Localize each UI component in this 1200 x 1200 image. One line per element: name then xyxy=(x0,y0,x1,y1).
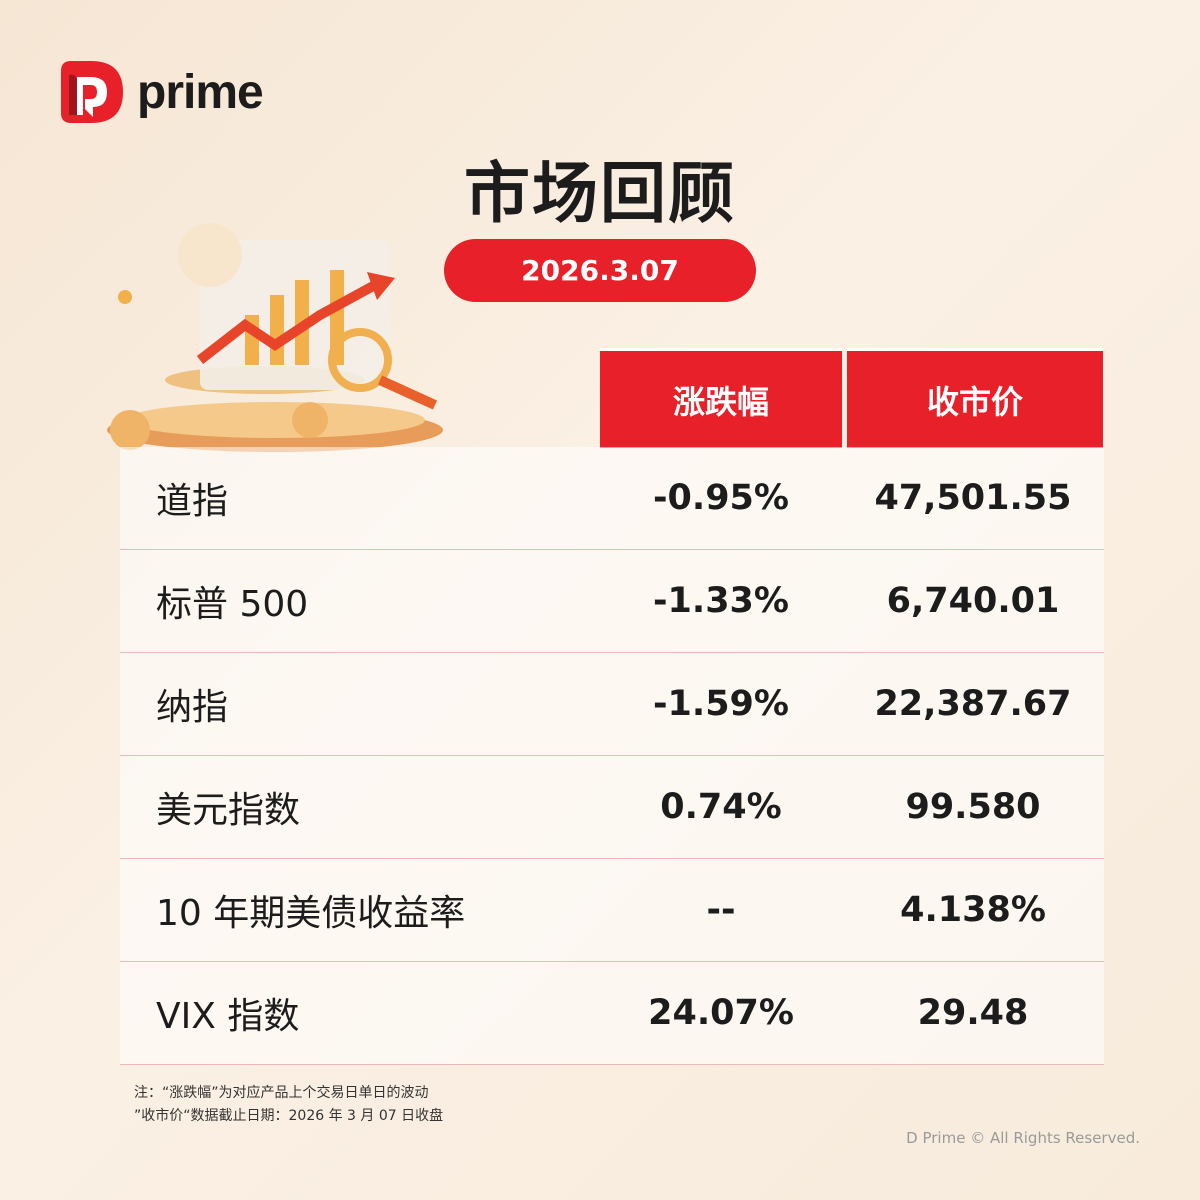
table-row: 道指 -0.95% 47,501.55 xyxy=(120,447,1104,550)
table-row: 标普 500 -1.33% 6,740.01 xyxy=(120,550,1104,653)
close-value: 47,501.55 xyxy=(874,478,1072,518)
logo-text: prime xyxy=(137,65,264,119)
chart-illustration-icon xyxy=(107,223,443,452)
index-name: 纳指 xyxy=(156,687,229,728)
footnote-line: ”收市价“数据截止日期：2026 年 3 月 07 日收盘 xyxy=(134,1108,444,1124)
table-row: VIX 指数 24.07% 29.48 xyxy=(120,962,1104,1065)
index-name: 美元指数 xyxy=(156,790,301,831)
close-value: 6,740.01 xyxy=(886,581,1060,621)
logo: prime xyxy=(57,57,264,127)
close-value: 99.580 xyxy=(905,787,1041,827)
change-value: -0.95% xyxy=(653,478,789,518)
close-value: 4.138% xyxy=(900,890,1046,930)
close-value: 29.48 xyxy=(917,993,1029,1033)
d-prime-logo-icon xyxy=(61,61,123,123)
footnote-line: 注：“涨跌幅”为对应产品上个交易日单日的波动 xyxy=(134,1085,429,1101)
table-row: 美元指数 0.74% 99.580 xyxy=(120,756,1104,859)
change-value: 0.74% xyxy=(660,787,782,827)
change-value: -1.33% xyxy=(653,581,789,621)
table-row: 10 年期美债收益率 -- 4.138% xyxy=(120,859,1104,962)
footnote: 注：“涨跌幅”为对应产品上个交易日单日的波动 ”收市价“数据截止日期：2026 … xyxy=(134,1082,443,1128)
market-table: 道指 -0.95% 47,501.55 标普 500 -1.33% 6,740.01 纳… xyxy=(120,447,1104,1065)
date-badge: 2026.3.07 xyxy=(444,239,756,302)
table-row: 纳指 -1.59% 22,387.67 xyxy=(120,653,1104,756)
index-name: 10 年期美债收益率 xyxy=(156,893,466,934)
header-change: 涨跌幅 xyxy=(600,348,842,448)
change-value: -- xyxy=(706,890,736,930)
copyright: D Prime © All Rights Reserved. xyxy=(906,1129,1140,1147)
change-value: -1.59% xyxy=(653,684,789,724)
index-name: VIX 指数 xyxy=(156,996,300,1037)
page-title: 市场回顾 xyxy=(464,155,736,232)
index-name: 标普 500 xyxy=(156,584,309,625)
index-name: 道指 xyxy=(156,481,229,522)
header-close: 收市价 xyxy=(847,348,1103,448)
close-value: 22,387.67 xyxy=(874,684,1072,724)
change-value: 24.07% xyxy=(648,993,794,1033)
